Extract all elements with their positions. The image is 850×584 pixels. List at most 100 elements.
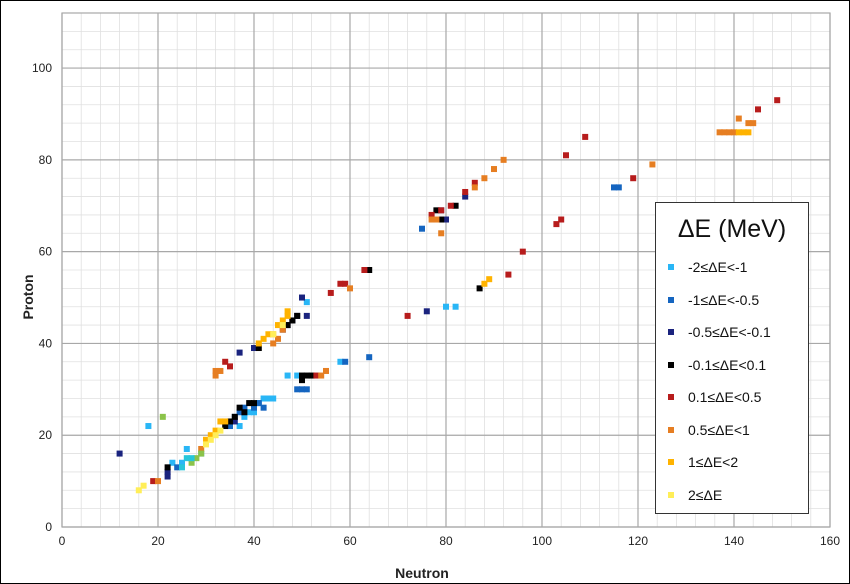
data-point <box>447 202 454 209</box>
data-point <box>438 230 445 237</box>
data-point <box>563 152 569 159</box>
data-point <box>342 280 349 287</box>
data-point <box>471 184 478 191</box>
data-point <box>198 450 205 457</box>
data-point <box>188 455 195 462</box>
x-axis-label: Neutron <box>395 565 449 581</box>
data-point <box>279 326 286 333</box>
data-point <box>289 317 296 324</box>
data-point <box>198 445 205 452</box>
legend-label: -2≤ΔE<-1 <box>688 259 748 275</box>
data-point <box>260 395 267 402</box>
legend-swatch <box>668 329 674 335</box>
data-point <box>212 427 219 434</box>
data-point <box>308 372 315 379</box>
data-point <box>428 216 435 223</box>
data-point <box>323 367 329 374</box>
data-point <box>150 478 157 485</box>
data-point <box>174 464 181 471</box>
legend-label: -0.5≤ΔE<-0.1 <box>688 324 771 340</box>
data-point <box>303 386 310 393</box>
data-point <box>270 331 277 338</box>
data-point <box>270 340 277 347</box>
data-point <box>251 404 257 411</box>
data-point <box>735 129 742 136</box>
data-point <box>476 285 483 292</box>
legend-swatch <box>668 264 674 270</box>
data-point <box>299 294 305 301</box>
data-point <box>159 413 166 420</box>
data-point <box>188 459 195 466</box>
plot-border <box>61 12 831 528</box>
data-point <box>155 478 161 485</box>
legend-swatch <box>668 361 674 368</box>
data-point <box>222 423 229 430</box>
data-point <box>246 400 253 407</box>
data-point <box>721 129 728 136</box>
data-point <box>284 308 291 315</box>
data-point <box>265 331 272 338</box>
data-point <box>481 280 488 287</box>
data-point <box>284 322 291 329</box>
data-point <box>318 372 325 379</box>
legend-label: -0.1≤ΔE<0.1 <box>688 356 767 373</box>
data-point <box>500 156 507 163</box>
data-point <box>183 445 190 452</box>
data-point <box>433 207 440 214</box>
data-point <box>193 455 200 462</box>
data-point <box>337 358 344 365</box>
data-point <box>582 133 589 140</box>
x-tick-label: 140 <box>724 534 744 548</box>
y-tick-label: 60 <box>39 245 53 259</box>
data-point <box>255 400 262 407</box>
data-point <box>519 248 526 255</box>
y-tick-label: 0 <box>45 520 52 534</box>
data-point <box>183 455 190 462</box>
x-tick-label: 20 <box>151 534 165 548</box>
data-point <box>342 358 349 365</box>
data-point <box>231 413 238 420</box>
data-point <box>481 175 488 182</box>
data-point <box>260 335 267 342</box>
data-point <box>164 473 171 480</box>
data-point <box>241 404 248 411</box>
data-point <box>299 372 305 379</box>
data-point <box>649 161 656 168</box>
data-point <box>203 441 209 448</box>
data-point <box>255 340 262 347</box>
x-tick-label: 160 <box>820 534 840 548</box>
data-point <box>462 188 469 195</box>
data-point <box>303 372 310 379</box>
data-point <box>294 372 301 379</box>
x-tick-label: 120 <box>628 534 648 548</box>
data-point <box>284 312 291 319</box>
data-point <box>735 115 742 122</box>
data-point <box>443 303 449 310</box>
data-point <box>179 459 185 466</box>
data-point <box>740 129 747 136</box>
data-point <box>251 409 257 416</box>
data-point <box>284 372 291 379</box>
data-point <box>774 97 781 104</box>
x-tick-label: 0 <box>59 534 66 548</box>
legend-swatch <box>668 491 674 498</box>
data-point <box>726 129 733 136</box>
legend: ΔE (MeV) -2≤ΔE<-1 -1≤ΔE<-0.5 -0.5≤ΔE<-0.1 -… <box>655 202 809 514</box>
y-tick-label: 80 <box>39 153 53 167</box>
data-point <box>217 427 224 434</box>
data-point <box>241 409 248 416</box>
data-point <box>755 106 761 113</box>
data-point <box>423 308 430 315</box>
data-point <box>558 216 565 223</box>
x-tick-label: 60 <box>343 534 357 548</box>
data-point <box>428 211 435 218</box>
data-point <box>294 312 301 319</box>
x-tick-label: 40 <box>247 534 261 548</box>
data-point <box>553 221 560 228</box>
data-point <box>135 487 142 494</box>
data-point <box>731 129 737 136</box>
data-point <box>145 423 152 430</box>
data-point <box>303 299 310 306</box>
legend-swatch <box>668 394 674 400</box>
y-tick-label: 40 <box>39 336 53 350</box>
